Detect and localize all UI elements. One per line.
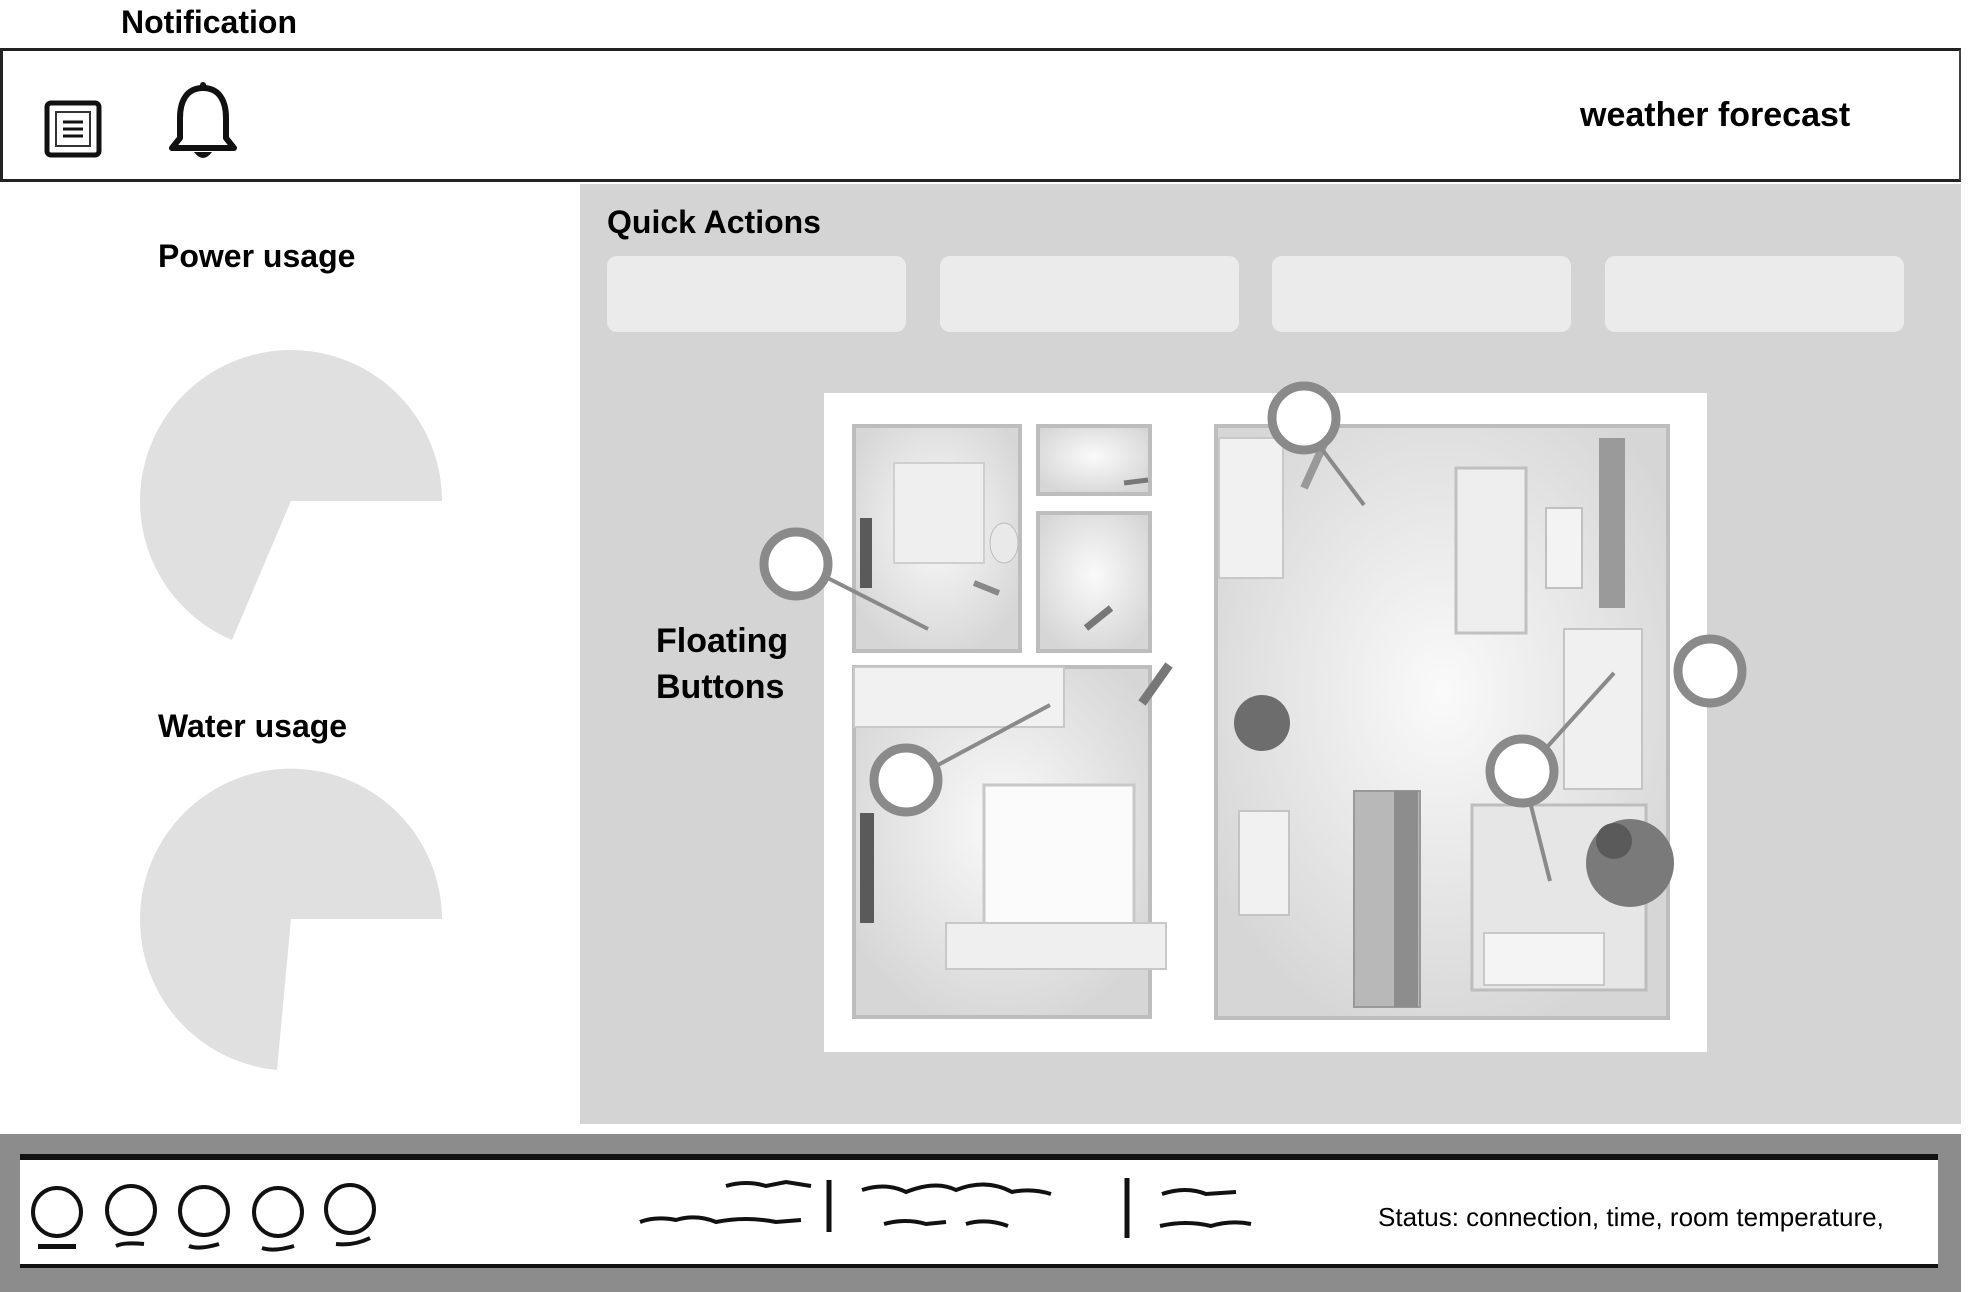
menu-icon[interactable] xyxy=(44,100,102,158)
floating-button-balcony[interactable] xyxy=(1482,731,1562,811)
circle-icon[interactable] xyxy=(105,1184,157,1248)
floating-button-entrance[interactable] xyxy=(1264,378,1344,458)
circle-icon[interactable] xyxy=(178,1185,230,1250)
floating-label-line-1: Floating xyxy=(656,622,789,660)
circle-icon[interactable] xyxy=(252,1186,304,1252)
water-usage-title: Water usage xyxy=(158,708,348,744)
quick-action-button-1[interactable] xyxy=(607,256,906,332)
floating-label-line-2: Buttons xyxy=(656,668,785,706)
bottom-nav-icons xyxy=(31,1183,376,1252)
quick-action-button-3[interactable] xyxy=(1272,256,1571,332)
quick-action-button-2[interactable] xyxy=(940,256,1239,332)
status-bar-text: Status: connection, time, room temperatu… xyxy=(1378,1202,1884,1232)
bottom-bar xyxy=(20,1154,1938,1268)
floating-buttons-annotation: Floating Buttons xyxy=(656,618,788,710)
weather-forecast-label[interactable]: weather forecast xyxy=(1580,96,1851,134)
notification-annotation-label: Notification xyxy=(121,4,297,40)
placeholder-scribbles xyxy=(639,1178,1252,1238)
floating-button-bedroom[interactable] xyxy=(866,740,946,820)
top-header-bar xyxy=(0,48,1961,182)
floor-plan-image xyxy=(824,393,1707,1052)
usage-sidebar xyxy=(4,184,580,1122)
power-usage-pie xyxy=(140,350,442,640)
bell-icon[interactable] xyxy=(168,80,238,162)
circle-icon[interactable] xyxy=(324,1183,376,1247)
quick-actions-title: Quick Actions xyxy=(607,204,821,240)
water-usage-pie xyxy=(140,768,442,1070)
circle-icon[interactable] xyxy=(31,1186,83,1249)
power-usage-title: Power usage xyxy=(158,238,356,274)
quick-action-button-4[interactable] xyxy=(1605,256,1904,332)
floating-button-bathroom[interactable] xyxy=(756,524,836,604)
floating-button-living-room[interactable] xyxy=(1670,631,1750,711)
